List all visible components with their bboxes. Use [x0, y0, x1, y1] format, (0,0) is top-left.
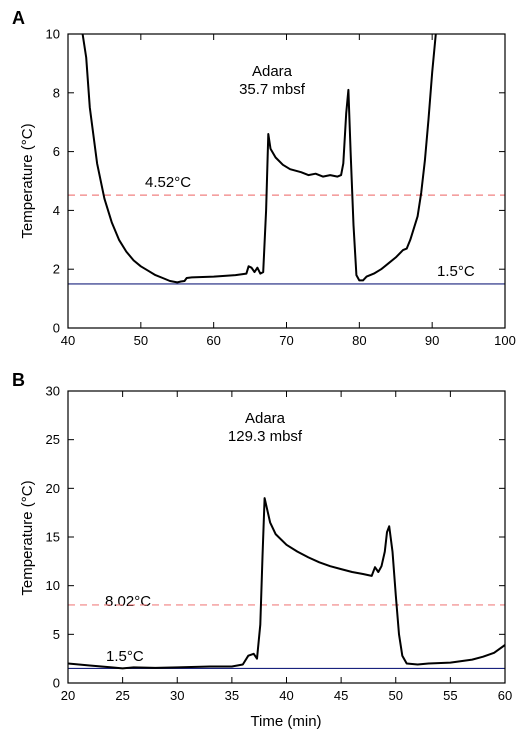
panel-b-x-axis-title: Time (min) — [250, 713, 321, 730]
panel-b-x-tick-label: 25 — [115, 688, 129, 703]
panel-b-y-tick-label: 5 — [53, 627, 60, 642]
panel-b-x-tick-label: 45 — [334, 688, 348, 703]
panel-a-x-tick-label: 90 — [425, 333, 439, 348]
panel-a-y-tick-label: 10 — [46, 27, 60, 42]
panel-b-y-tick-label: 25 — [46, 432, 60, 447]
panel-a-y-tick-label: 0 — [53, 321, 60, 336]
panel-b-x-tick-label: 60 — [498, 688, 512, 703]
panel-a-dashed-line-label: 4.52°C — [145, 174, 191, 191]
panel-a-x-tick-label: 80 — [352, 333, 366, 348]
panel-b-x-tick-label: 35 — [225, 688, 239, 703]
panel-a-x-tick-label: 40 — [61, 333, 75, 348]
panel-b-temperature-series-line — [68, 497, 505, 670]
panel-a: A Adara 35.7 mbsf 4.52°C 1.5°C Temperatu… — [12, 8, 516, 348]
panel-a-x-tick-label: 50 — [134, 333, 148, 348]
panel-b-annotation-line-1: Adara — [245, 410, 286, 427]
panel-b-y-axis-title: Temperature (°C) — [19, 480, 36, 595]
panel-a-x-tick-label: 60 — [206, 333, 220, 348]
panel-a-y-tick-label: 6 — [53, 144, 60, 159]
panel-a-temperature-series-line — [81, 34, 437, 284]
panel-a-y-tick-label: 8 — [53, 85, 60, 100]
panel-a-y-tick-label: 2 — [53, 262, 60, 277]
panel-a-solid-line-label: 1.5°C — [437, 263, 475, 280]
panel-b-x-tick-label: 30 — [170, 688, 184, 703]
panel-b-x-tick-label: 55 — [443, 688, 457, 703]
panel-a-annotation-line-2: 35.7 mbsf — [239, 81, 306, 98]
panel-b-x-tick-label: 40 — [279, 688, 293, 703]
panel-b-y-tick-label: 0 — [53, 676, 60, 691]
panel-a-y-axis-title: Temperature (°C) — [19, 123, 36, 238]
panel-a-letter: A — [12, 8, 25, 28]
panel-b-solid-line-label: 1.5°C — [106, 648, 144, 665]
panel-b-x-tick-label: 50 — [389, 688, 403, 703]
panel-b-y-tick-label: 15 — [46, 530, 60, 545]
panel-b-dashed-line-label: 8.02°C — [105, 593, 151, 610]
panel-b: B Adara 129.3 mbsf 8.02°C 1.5°C Temperat… — [12, 370, 512, 730]
panel-b-x-tick-label: 20 — [61, 688, 75, 703]
panel-b-annotation-line-2: 129.3 mbsf — [228, 428, 303, 445]
panel-b-y-tick-label: 10 — [46, 578, 60, 593]
panel-a-annotation-line-1: Adara — [252, 63, 293, 80]
panel-b-y-tick-label: 20 — [46, 481, 60, 496]
panel-a-x-tick-label: 100 — [494, 333, 516, 348]
panel-a-y-tick-label: 4 — [53, 203, 60, 218]
panel-b-letter: B — [12, 370, 25, 390]
panel-b-y-tick-label: 30 — [46, 384, 60, 399]
panel-a-x-tick-label: 70 — [279, 333, 293, 348]
